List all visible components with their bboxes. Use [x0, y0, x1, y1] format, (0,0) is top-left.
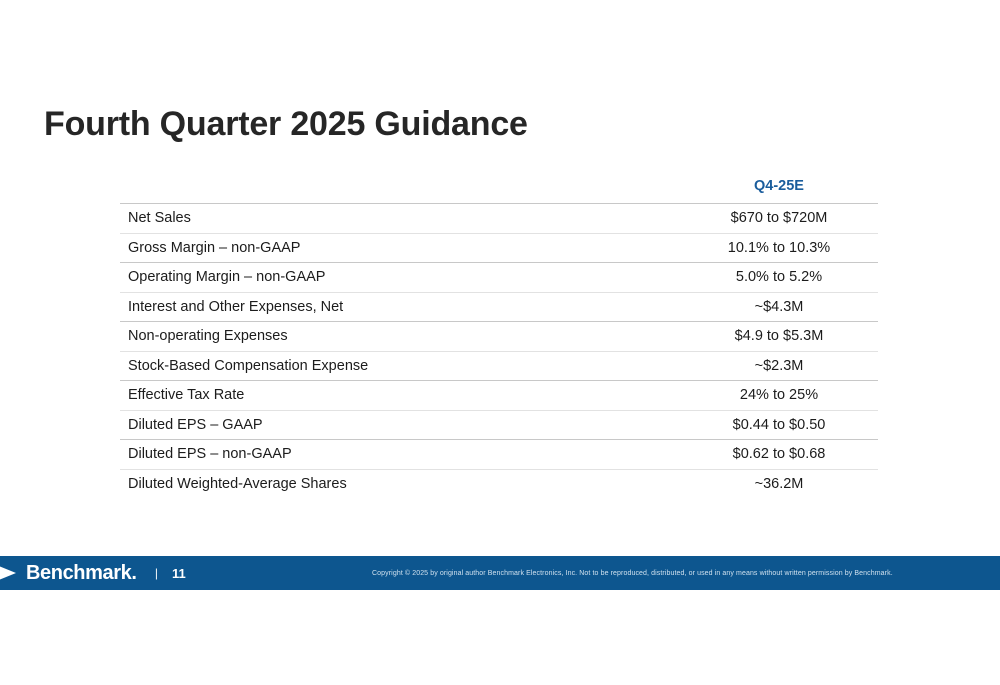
page-number: 11: [172, 565, 186, 581]
benchmark-logo-dot: .: [131, 562, 137, 584]
row-value: 10.1% to 10.3%: [680, 232, 878, 263]
row-label: Diluted Weighted-Average Shares: [120, 468, 680, 499]
footer-branding: Benchmark . | 11: [0, 556, 186, 590]
table-row: Diluted EPS – GAAP $0.44 to $0.50: [120, 409, 878, 440]
benchmark-logo-text: Benchmark: [26, 562, 132, 584]
row-value: ~$2.3M: [680, 350, 878, 381]
table-row: Interest and Other Expenses, Net ~$4.3M: [120, 291, 878, 322]
table-body: Net Sales $670 to $720M Gross Margin – non…: [120, 203, 878, 499]
row-value: $4.9 to $5.3M: [680, 321, 878, 351]
row-label: Net Sales: [120, 203, 680, 233]
table-row: Diluted EPS – non-GAAP $0.62 to $0.68: [120, 439, 878, 469]
row-value: 5.0% to 5.2%: [680, 262, 878, 292]
row-label: Diluted EPS – GAAP: [120, 409, 680, 440]
table-header-row: Q4-25E: [120, 178, 878, 204]
row-label: Effective Tax Rate: [120, 380, 680, 410]
row-label: Diluted EPS – non-GAAP: [120, 439, 680, 469]
row-label: Gross Margin – non-GAAP: [120, 232, 680, 263]
row-label: Non-operating Expenses: [120, 321, 680, 351]
column-header-metric: [120, 178, 680, 204]
copyright-text: Copyright © 2025 by original author Benc…: [372, 569, 893, 577]
guidance-table: Q4-25E Net Sales $670 to $720M Gross Margi…: [120, 178, 878, 499]
benchmark-triangle-icon: [0, 556, 26, 590]
row-value: ~36.2M: [680, 468, 878, 499]
row-value: $0.44 to $0.50: [680, 409, 878, 440]
table-row: Gross Margin – non-GAAP 10.1% to 10.3%: [120, 232, 878, 263]
footer-bar: Benchmark . | 11 Copyright © 2025 by ori…: [0, 556, 1000, 590]
row-value: 24% to 25%: [680, 380, 878, 410]
table-row: Stock-Based Compensation Expense ~$2.3M: [120, 350, 878, 381]
footer-separator: |: [154, 566, 159, 580]
table-header: Q4-25E: [120, 178, 878, 204]
row-value: ~$4.3M: [680, 291, 878, 322]
table-row: Operating Margin – non-GAAP 5.0% to 5.2%: [120, 262, 878, 292]
row-label: Operating Margin – non-GAAP: [120, 262, 680, 292]
row-label: Interest and Other Expenses, Net: [120, 291, 680, 322]
table-row: Effective Tax Rate 24% to 25%: [120, 380, 878, 410]
row-value: $670 to $720M: [680, 203, 878, 233]
row-value: $0.62 to $0.68: [680, 439, 878, 469]
table-row: Non-operating Expenses $4.9 to $5.3M: [120, 321, 878, 351]
column-header-q4-25e: Q4-25E: [754, 178, 804, 194]
table-row: Diluted Weighted-Average Shares ~36.2M: [120, 468, 878, 499]
page-title: Fourth Quarter 2025 Guidance: [44, 105, 528, 143]
row-label: Stock-Based Compensation Expense: [120, 350, 680, 381]
table-row: Net Sales $670 to $720M: [120, 203, 878, 233]
